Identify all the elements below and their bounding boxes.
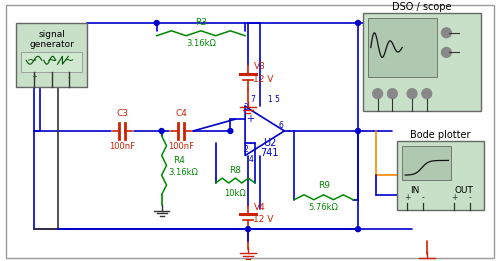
Text: 1: 1 <box>268 94 272 104</box>
Circle shape <box>246 227 250 232</box>
Text: -: - <box>422 193 424 202</box>
Text: signal: signal <box>38 30 65 39</box>
Circle shape <box>356 128 360 133</box>
Circle shape <box>228 128 233 133</box>
Text: OUT: OUT <box>454 186 473 195</box>
Circle shape <box>422 89 432 99</box>
FancyBboxPatch shape <box>363 13 481 111</box>
Text: ~: ~ <box>46 54 57 67</box>
Text: 5: 5 <box>274 94 279 104</box>
Text: Bode plotter: Bode plotter <box>410 130 471 140</box>
Circle shape <box>407 89 417 99</box>
Text: 741: 741 <box>260 147 279 158</box>
Text: -: - <box>248 138 252 148</box>
FancyBboxPatch shape <box>21 52 82 72</box>
FancyBboxPatch shape <box>402 146 452 180</box>
FancyBboxPatch shape <box>368 18 436 77</box>
Text: 6: 6 <box>279 121 284 130</box>
Circle shape <box>442 48 452 57</box>
Text: V4: V4 <box>254 203 266 211</box>
Text: +: + <box>451 193 458 202</box>
Text: 100nF: 100nF <box>168 142 194 151</box>
Text: ~: ~ <box>26 54 37 67</box>
Text: C3: C3 <box>116 109 128 118</box>
Text: V3: V3 <box>254 62 266 71</box>
Text: 7: 7 <box>250 94 256 104</box>
Text: C4: C4 <box>176 109 187 118</box>
Text: IN: IN <box>410 186 420 195</box>
Text: 12 V: 12 V <box>252 215 273 224</box>
Circle shape <box>356 227 360 232</box>
Text: ~: ~ <box>64 54 74 67</box>
Text: -: - <box>68 74 70 80</box>
Text: +: + <box>246 114 254 124</box>
Circle shape <box>154 21 159 25</box>
Text: U2: U2 <box>263 138 276 148</box>
Circle shape <box>388 89 398 99</box>
Text: R9: R9 <box>318 181 330 190</box>
Text: DSO / scope: DSO / scope <box>392 2 452 12</box>
Text: 4: 4 <box>248 155 254 164</box>
FancyBboxPatch shape <box>398 141 484 210</box>
Text: R8: R8 <box>230 166 241 175</box>
Text: 3.16kΩ: 3.16kΩ <box>168 168 198 177</box>
Text: -: - <box>468 193 471 202</box>
Circle shape <box>373 89 382 99</box>
Text: 10kΩ: 10kΩ <box>224 189 246 198</box>
Text: 5.76kΩ: 5.76kΩ <box>308 203 338 211</box>
Circle shape <box>356 21 360 25</box>
FancyBboxPatch shape <box>16 23 87 87</box>
Text: 3.16kΩ: 3.16kΩ <box>186 39 216 48</box>
Text: +: + <box>404 193 410 202</box>
Text: 2: 2 <box>244 145 248 153</box>
Text: R3: R3 <box>195 18 207 27</box>
Circle shape <box>159 128 164 133</box>
Text: +: + <box>31 74 37 80</box>
Text: R4: R4 <box>174 156 185 165</box>
Circle shape <box>442 28 452 38</box>
Text: generator: generator <box>29 40 74 49</box>
Text: 3: 3 <box>244 103 248 112</box>
Text: 100nF: 100nF <box>110 142 136 151</box>
Text: 12 V: 12 V <box>252 75 273 84</box>
